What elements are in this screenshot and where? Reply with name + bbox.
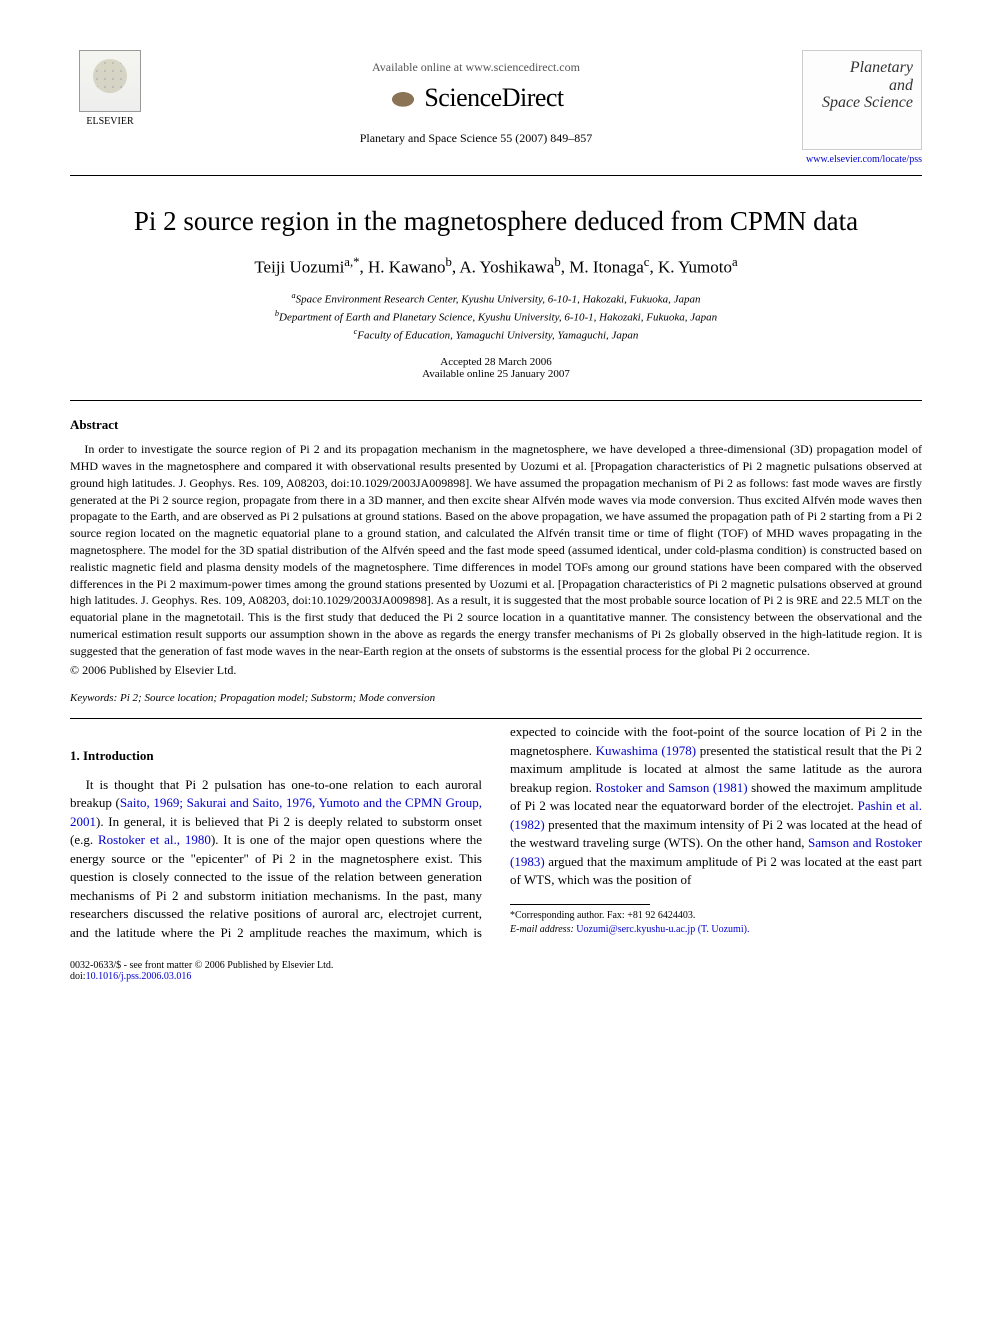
keywords-label: Keywords:: [70, 692, 117, 704]
abstract-heading: Abstract: [70, 417, 922, 433]
article-title: Pi 2 source region in the magnetosphere …: [70, 206, 922, 237]
author: A. Yoshikawa: [459, 258, 554, 277]
affiliation-b: bDepartment of Earth and Planetary Scien…: [70, 308, 922, 326]
header-rule: [70, 175, 922, 176]
doi-link[interactable]: 10.1016/j.pss.2006.03.016: [86, 971, 192, 982]
citation[interactable]: Rostoker et al., 1980: [98, 832, 211, 847]
corr-fax: *Corresponding author. Fax: +81 92 64244…: [510, 909, 922, 923]
sciencedirect-logo: ScienceDirect: [150, 83, 802, 115]
journal-cover: PlanetaryandSpace Science www.elsevier.c…: [802, 50, 922, 165]
keywords-line: Keywords: Pi 2; Source location; Propaga…: [70, 692, 922, 704]
article-dates: Accepted 28 March 2006 Available online …: [70, 356, 922, 380]
page-footer: 0032-0633/$ - see front matter © 2006 Pu…: [70, 960, 922, 982]
abstract-copyright: © 2006 Published by Elsevier Ltd.: [70, 663, 922, 678]
elsevier-logo: ELSEVIER: [70, 50, 150, 127]
corresponding-author-footnote: *Corresponding author. Fax: +81 92 64244…: [510, 909, 922, 937]
journal-homepage-link[interactable]: www.elsevier.com/locate/pss: [802, 154, 922, 165]
body-columns: 1. Introduction It is thought that Pi 2 …: [70, 723, 922, 942]
citation[interactable]: Rostoker and Samson (1981): [595, 780, 747, 795]
affiliations: aSpace Environment Research Center, Kyus…: [70, 290, 922, 344]
doi-line: doi:10.1016/j.pss.2006.03.016: [70, 971, 922, 982]
intro-heading: 1. Introduction: [70, 747, 482, 765]
author: Teiji Uozumi: [254, 258, 344, 277]
abstract-body: In order to investigate the source regio…: [70, 441, 922, 659]
affiliation-c: cFaculty of Education, Yamaguchi Univers…: [70, 326, 922, 344]
author-list: Teiji Uozumia,*, H. Kawanob, A. Yoshikaw…: [70, 255, 922, 278]
affiliation-a: aSpace Environment Research Center, Kyus…: [70, 290, 922, 308]
page-header: ELSEVIER Available online at www.science…: [70, 50, 922, 165]
header-center: Available online at www.sciencedirect.co…: [150, 50, 802, 146]
email-link[interactable]: Uozumi@serc.kyushu-u.ac.jp (T. Uozumi).: [576, 924, 749, 935]
keywords-text: Pi 2; Source location; Propagation model…: [120, 692, 435, 704]
abstract-bottom-rule: [70, 718, 922, 719]
author: H. Kawano: [368, 258, 445, 277]
available-online-text: Available online at www.sciencedirect.co…: [150, 60, 802, 75]
journal-cover-title: PlanetaryandSpace Science: [822, 59, 913, 112]
front-matter-line: 0032-0633/$ - see front matter © 2006 Pu…: [70, 960, 922, 971]
sciencedirect-swoosh-icon: [388, 89, 418, 115]
elsevier-label: ELSEVIER: [70, 116, 150, 127]
accepted-date: Accepted 28 March 2006: [70, 356, 922, 368]
corr-email-line: E-mail address: Uozumi@serc.kyushu-u.ac.…: [510, 923, 922, 937]
abstract-top-rule: [70, 400, 922, 401]
online-date: Available online 25 January 2007: [70, 368, 922, 380]
author: M. Itonaga: [569, 258, 644, 277]
journal-cover-box: PlanetaryandSpace Science: [802, 50, 922, 150]
elsevier-tree-icon: [79, 50, 141, 112]
citation[interactable]: Kuwashima (1978): [596, 743, 696, 758]
email-label: E-mail address:: [510, 924, 574, 935]
footnote-separator: [510, 904, 650, 905]
journal-reference: Planetary and Space Science 55 (2007) 84…: [150, 131, 802, 146]
author: K. Yumoto: [658, 258, 732, 277]
sciencedirect-text: ScienceDirect: [424, 83, 563, 112]
